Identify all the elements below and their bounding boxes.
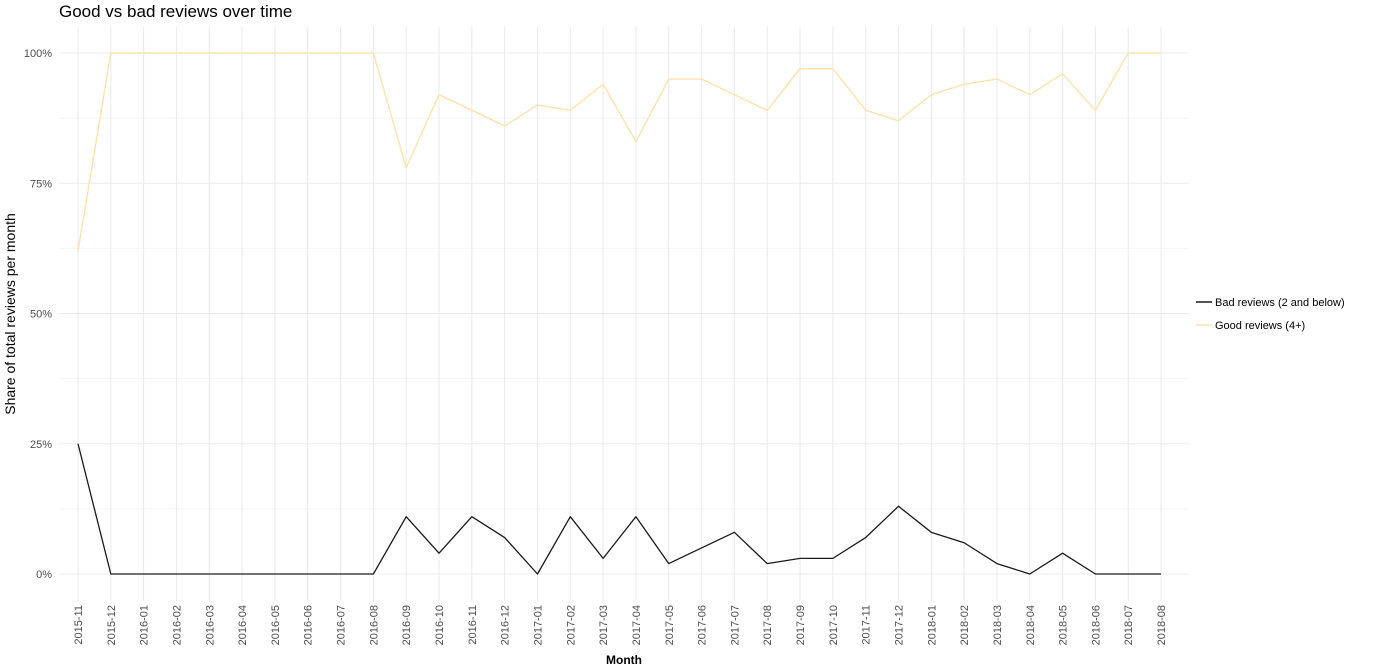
series-line-good-reviews	[77, 52, 1162, 252]
x-tick-label: 2016-08	[368, 605, 380, 645]
legend: Bad reviews (2 and below) Good reviews (4…	[1196, 297, 1345, 332]
x-tick-label: 2017-10	[828, 605, 840, 645]
x-tick-label: 2016-12	[500, 605, 512, 645]
x-tick-label: 2018-04	[1025, 605, 1037, 645]
x-tick-label: 2018-05	[1058, 605, 1070, 645]
x-tick-label: 2017-05	[664, 605, 676, 645]
y-tick-label: 0%	[36, 569, 52, 581]
x-tick-label: 2017-12	[894, 605, 906, 645]
x-tick-label: 2017-07	[729, 605, 741, 645]
x-tick-label: 2017-11	[861, 605, 873, 645]
x-tick-label: 2017-04	[631, 605, 643, 645]
x-tick-label: 2016-03	[204, 605, 216, 645]
x-axis-title: Month	[606, 653, 642, 667]
x-tick-label: 2018-07	[1123, 605, 1135, 645]
legend-label: Good reviews (4+)	[1215, 320, 1305, 332]
x-tick-label: 2016-04	[237, 605, 249, 645]
series-line-bad-reviews	[77, 443, 1162, 575]
x-tick-label: 2018-03	[992, 605, 1004, 645]
y-tick-label: 100%	[24, 48, 52, 60]
x-tick-label: 2017-06	[697, 605, 709, 645]
legend-label: Bad reviews (2 and below)	[1215, 297, 1345, 309]
x-tick-label: 2018-08	[1156, 605, 1168, 645]
x-tick-label: 2018-06	[1090, 605, 1102, 645]
x-tick-label: 2016-05	[270, 605, 282, 645]
y-axis-ticks: 0% 25% 50% 75% 100%	[24, 48, 52, 581]
x-tick-label: 2017-02	[565, 605, 577, 645]
series-lines	[77, 52, 1162, 575]
x-tick-label: 2015-12	[106, 605, 118, 645]
y-axis-title: Share of total reviews per month	[2, 213, 18, 415]
x-tick-label: 2017-08	[762, 605, 774, 645]
x-tick-label: 2016-06	[303, 605, 315, 645]
x-tick-label: 2018-02	[959, 605, 971, 645]
chart-title: Good vs bad reviews over time	[59, 2, 292, 21]
grid	[59, 27, 1189, 601]
y-tick-label: 50%	[30, 309, 52, 321]
x-tick-label: 2016-09	[401, 605, 413, 645]
x-tick-label: 2016-02	[171, 605, 183, 645]
x-tick-label: 2015-11	[73, 605, 85, 645]
x-tick-label: 2018-01	[926, 605, 938, 645]
y-tick-label: 25%	[30, 439, 52, 451]
x-axis-ticks: 2015-11 2015-12 2016-01 2016-02 2016-03 2016-…	[73, 605, 1168, 645]
y-tick-label: 75%	[30, 178, 52, 190]
x-tick-label: 2017-03	[598, 605, 610, 645]
x-tick-label: 2017-01	[532, 605, 544, 645]
x-tick-label: 2017-09	[795, 605, 807, 645]
x-tick-label: 2016-10	[434, 605, 446, 645]
x-tick-label: 2016-11	[467, 605, 479, 645]
x-tick-label: 2016-07	[336, 605, 348, 645]
x-tick-label: 2016-01	[139, 605, 151, 645]
